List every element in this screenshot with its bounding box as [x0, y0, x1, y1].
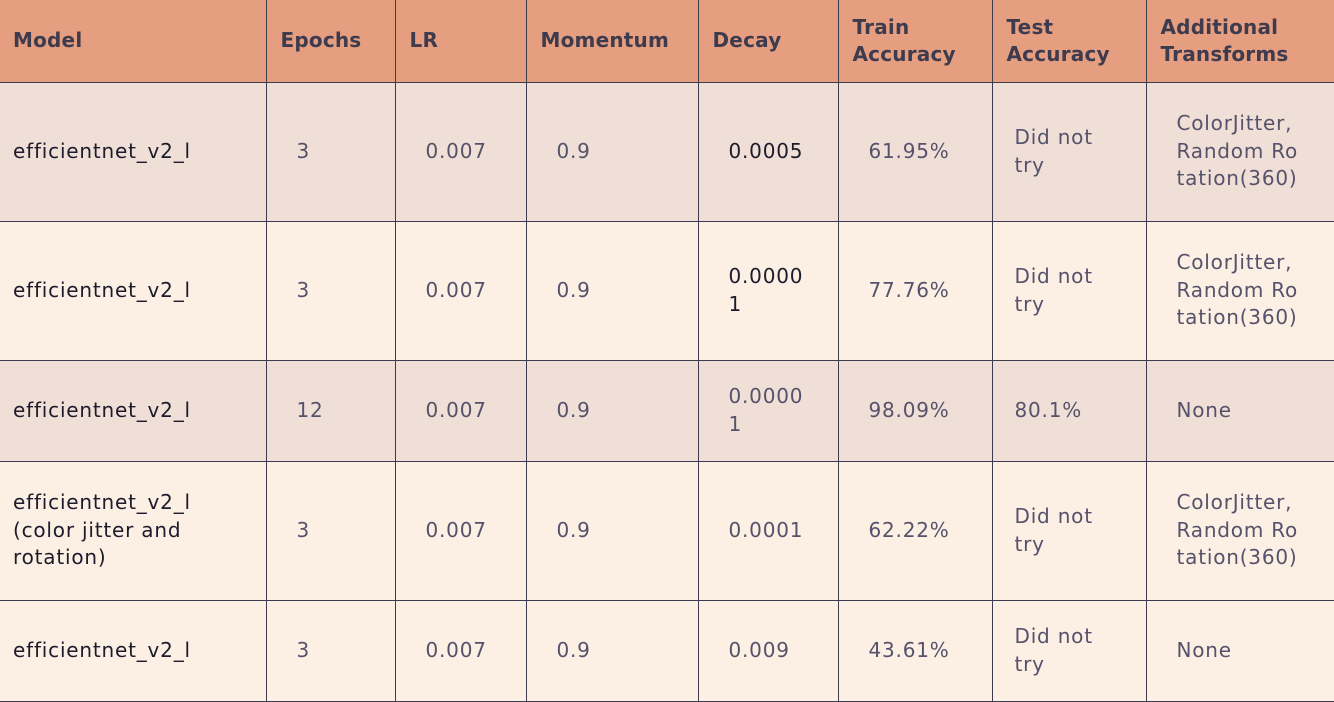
cell-model: efficientnet_v2_l: [0, 360, 266, 462]
cell-decay: 0.00001: [697, 221, 838, 361]
cell-test-accuracy: 80.1%: [991, 360, 1146, 462]
cell-momentum: 0.9: [525, 600, 698, 702]
cell-lr: 0.007: [394, 360, 526, 462]
cell-test-accuracy: Did not try: [991, 461, 1146, 601]
test-accuracy-value: Did not try: [1014, 504, 1093, 556]
header-additional-transforms: Additional Transforms: [1145, 0, 1334, 83]
header-epochs: Epochs: [265, 0, 395, 83]
decay-value: 0.0005: [728, 138, 804, 163]
cell-decay: 0.009: [697, 600, 838, 702]
table-row: efficientnet_v2_l 3 0.007 0.9 0.00001 77…: [0, 221, 1334, 361]
cell-additional-transforms: ColorJitter, Random Rotation(360): [1145, 461, 1334, 601]
cell-lr: 0.007: [394, 600, 526, 702]
cell-train-accuracy: 77.76%: [837, 221, 992, 361]
table-row: efficientnet_v2_l 3 0.007 0.9 0.009 43.6…: [0, 600, 1334, 702]
cell-decay: 0.0005: [697, 82, 838, 222]
cell-momentum: 0.9: [525, 82, 698, 222]
cell-momentum: 0.9: [525, 221, 698, 361]
cell-decay: 0.0001: [697, 461, 838, 601]
cell-lr: 0.007: [394, 461, 526, 601]
table-row: efficientnet_v2_l 12 0.007 0.9 0.00001 9…: [0, 360, 1334, 462]
model-value: efficientnet_v2_l (color jitter and rota…: [13, 490, 191, 570]
cell-epochs: 12: [265, 360, 395, 462]
cell-test-accuracy: Did not try: [991, 221, 1146, 361]
cell-momentum: 0.9: [525, 360, 698, 462]
cell-train-accuracy: 61.95%: [837, 82, 992, 222]
cell-model: efficientnet_v2_l: [0, 600, 266, 702]
decay-value: 0.00001: [728, 264, 804, 316]
cell-additional-transforms: ColorJitter, Random Rotation(360): [1145, 221, 1334, 361]
cell-model: efficientnet_v2_l: [0, 82, 266, 222]
table-row: efficientnet_v2_l (color jitter and rota…: [0, 461, 1334, 601]
cell-lr: 0.007: [394, 82, 526, 222]
table-row: efficientnet_v2_l 3 0.007 0.9 0.0005 61.…: [0, 82, 1334, 222]
header-momentum: Momentum: [525, 0, 698, 83]
test-accuracy-value: Did not try: [1014, 264, 1093, 316]
header-row: Model Epochs LR Momentum Decay Train Acc…: [0, 0, 1334, 83]
cell-test-accuracy: Did not try: [991, 600, 1146, 702]
cell-additional-transforms: ColorJitter, Random Rotation(360): [1145, 82, 1334, 222]
header-model: Model: [0, 0, 266, 83]
cell-epochs: 3: [265, 461, 395, 601]
cell-additional-transforms: None: [1145, 360, 1334, 462]
cell-train-accuracy: 98.09%: [837, 360, 992, 462]
header-test-accuracy: Test Accuracy: [991, 0, 1146, 83]
cell-model: efficientnet_v2_l: [0, 221, 266, 361]
cell-lr: 0.007: [394, 221, 526, 361]
header-decay: Decay: [697, 0, 838, 83]
cell-momentum: 0.9: [525, 461, 698, 601]
cell-train-accuracy: 43.61%: [837, 600, 992, 702]
cell-additional-transforms: None: [1145, 600, 1334, 702]
cell-model: efficientnet_v2_l (color jitter and rota…: [0, 461, 266, 601]
cell-epochs: 3: [265, 221, 395, 361]
decay-value: 0.00001: [728, 384, 804, 436]
cell-decay: 0.00001: [697, 360, 838, 462]
cell-test-accuracy: Did not try: [991, 82, 1146, 222]
cell-epochs: 3: [265, 600, 395, 702]
test-accuracy-value: Did not try: [1014, 125, 1093, 177]
header-train-accuracy: Train Accuracy: [837, 0, 992, 83]
cell-epochs: 3: [265, 82, 395, 222]
transforms-value: ColorJitter, Random Rotation(360): [1176, 111, 1299, 191]
transforms-value: ColorJitter, Random Rotation(360): [1176, 250, 1299, 330]
header-lr: LR: [394, 0, 526, 83]
transforms-value: ColorJitter, Random Rotation(360): [1176, 490, 1299, 570]
test-accuracy-value: Did not try: [1014, 624, 1093, 676]
cell-train-accuracy: 62.22%: [837, 461, 992, 601]
